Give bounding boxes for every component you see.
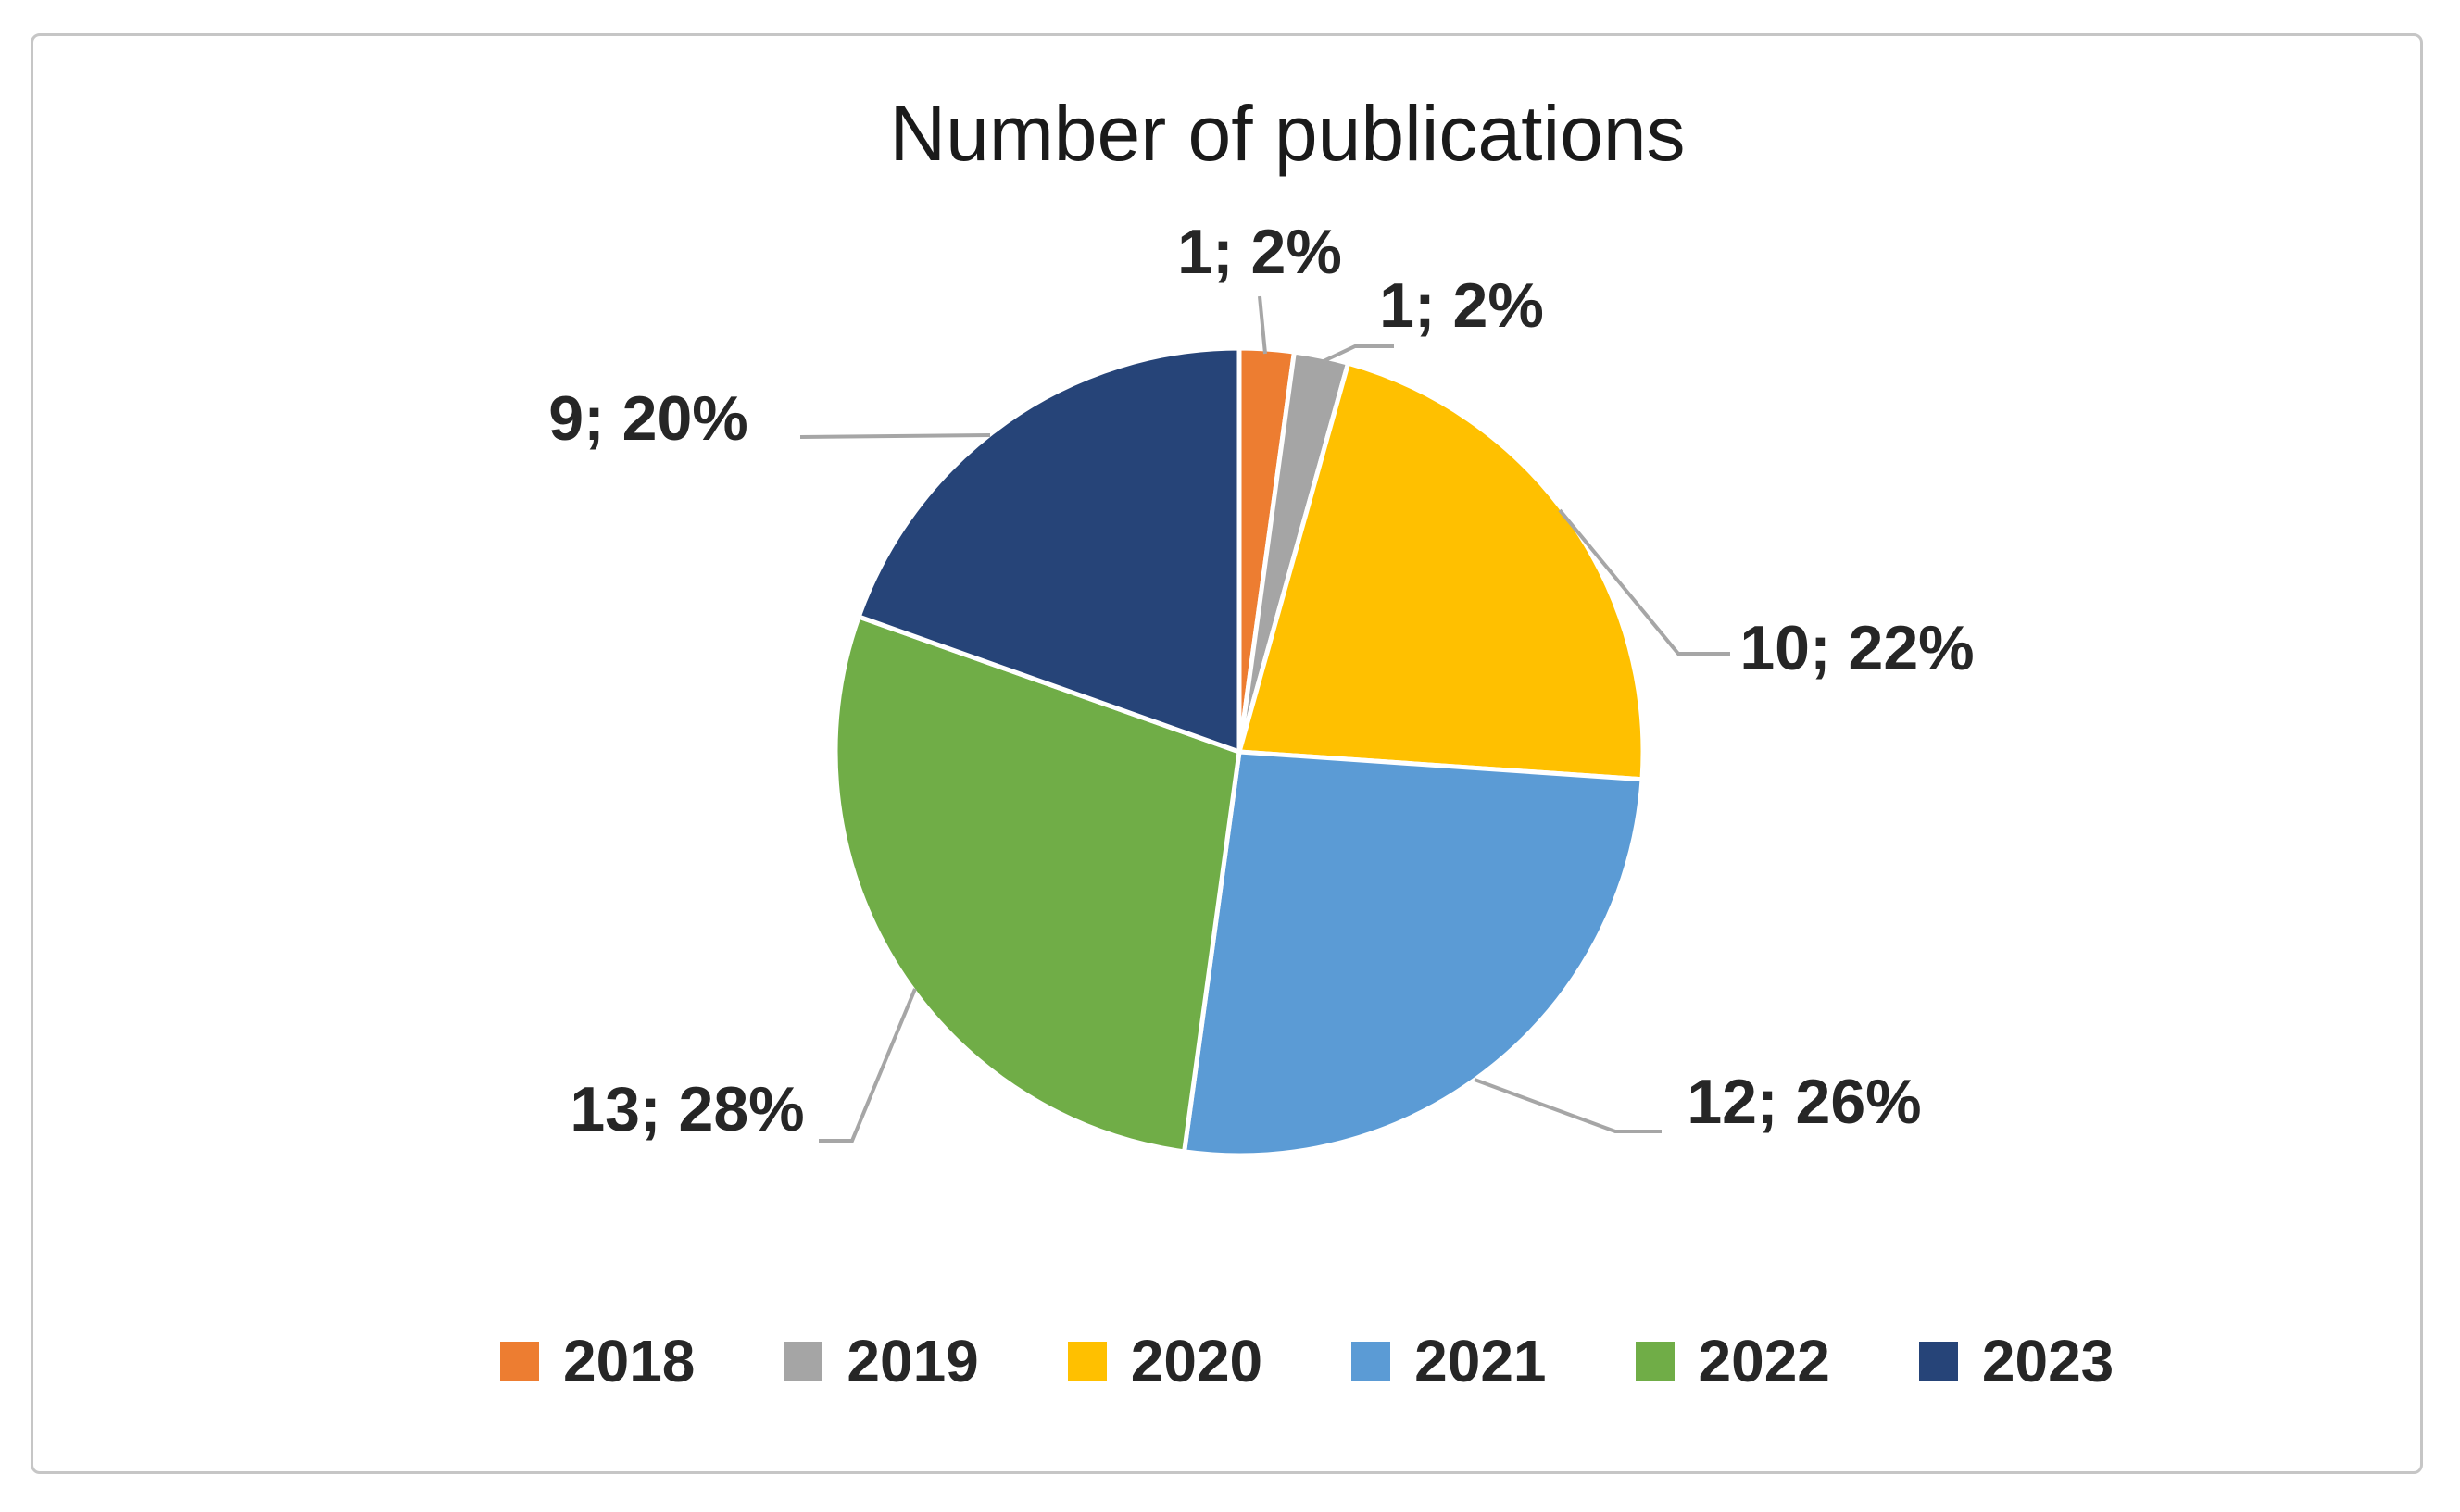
legend-item-2020: 2020 <box>1067 1328 1263 1394</box>
data-label-2018: 1; 2% <box>1177 217 1342 287</box>
leader-line-2023 <box>799 433 991 439</box>
pie-slice-2021 <box>1182 749 1645 1158</box>
pie-slice-2023 <box>856 345 1242 755</box>
legend-item-2018: 2018 <box>500 1331 695 1391</box>
legend-label-2020: 2020 <box>1130 1328 1263 1394</box>
data-label-2019: 1; 2% <box>1379 270 1544 341</box>
legend-item-2021: 2021 <box>1351 1328 1547 1394</box>
leader-line-2021 <box>1474 1078 1662 1133</box>
legend-swatch-2023 <box>1918 1342 1958 1381</box>
legend-swatch-2021 <box>1351 1342 1391 1381</box>
legend-swatch-2022 <box>1635 1342 1675 1381</box>
legend-swatch-2018 <box>500 1342 539 1381</box>
legend-swatch-2020 <box>1067 1342 1107 1381</box>
leader-line-2022 <box>819 988 917 1143</box>
leader-line-2018 <box>1258 295 1267 355</box>
legend-swatch-2019 <box>784 1342 823 1381</box>
legend-item-2022: 2022 <box>1635 1328 1830 1394</box>
legend-label-2019: 2019 <box>847 1328 979 1394</box>
data-label-2021: 12; 26% <box>1687 1067 1922 1137</box>
legend-label-2018: 2018 <box>563 1328 696 1394</box>
pie-slice-2022 <box>833 614 1242 1155</box>
legend-item-2023: 2023 <box>1918 1328 2115 1394</box>
data-label-2020: 10; 22% <box>1739 613 1975 683</box>
legend: 2018 2019 2020 2021 2022 2023 <box>500 1331 2114 1391</box>
data-label-2022: 13; 28% <box>570 1074 805 1144</box>
leader-line-2020 <box>1558 508 1730 656</box>
legend-label-2021: 2021 <box>1414 1328 1547 1394</box>
data-label-2023: 9; 20% <box>548 383 748 454</box>
leader-line-2019 <box>1323 344 1394 363</box>
legend-label-2023: 2023 <box>1981 1328 2115 1394</box>
legend-label-2022: 2022 <box>1698 1328 1830 1394</box>
chart-title: Number of publications <box>889 90 1686 177</box>
legend-item-2019: 2019 <box>784 1328 979 1394</box>
